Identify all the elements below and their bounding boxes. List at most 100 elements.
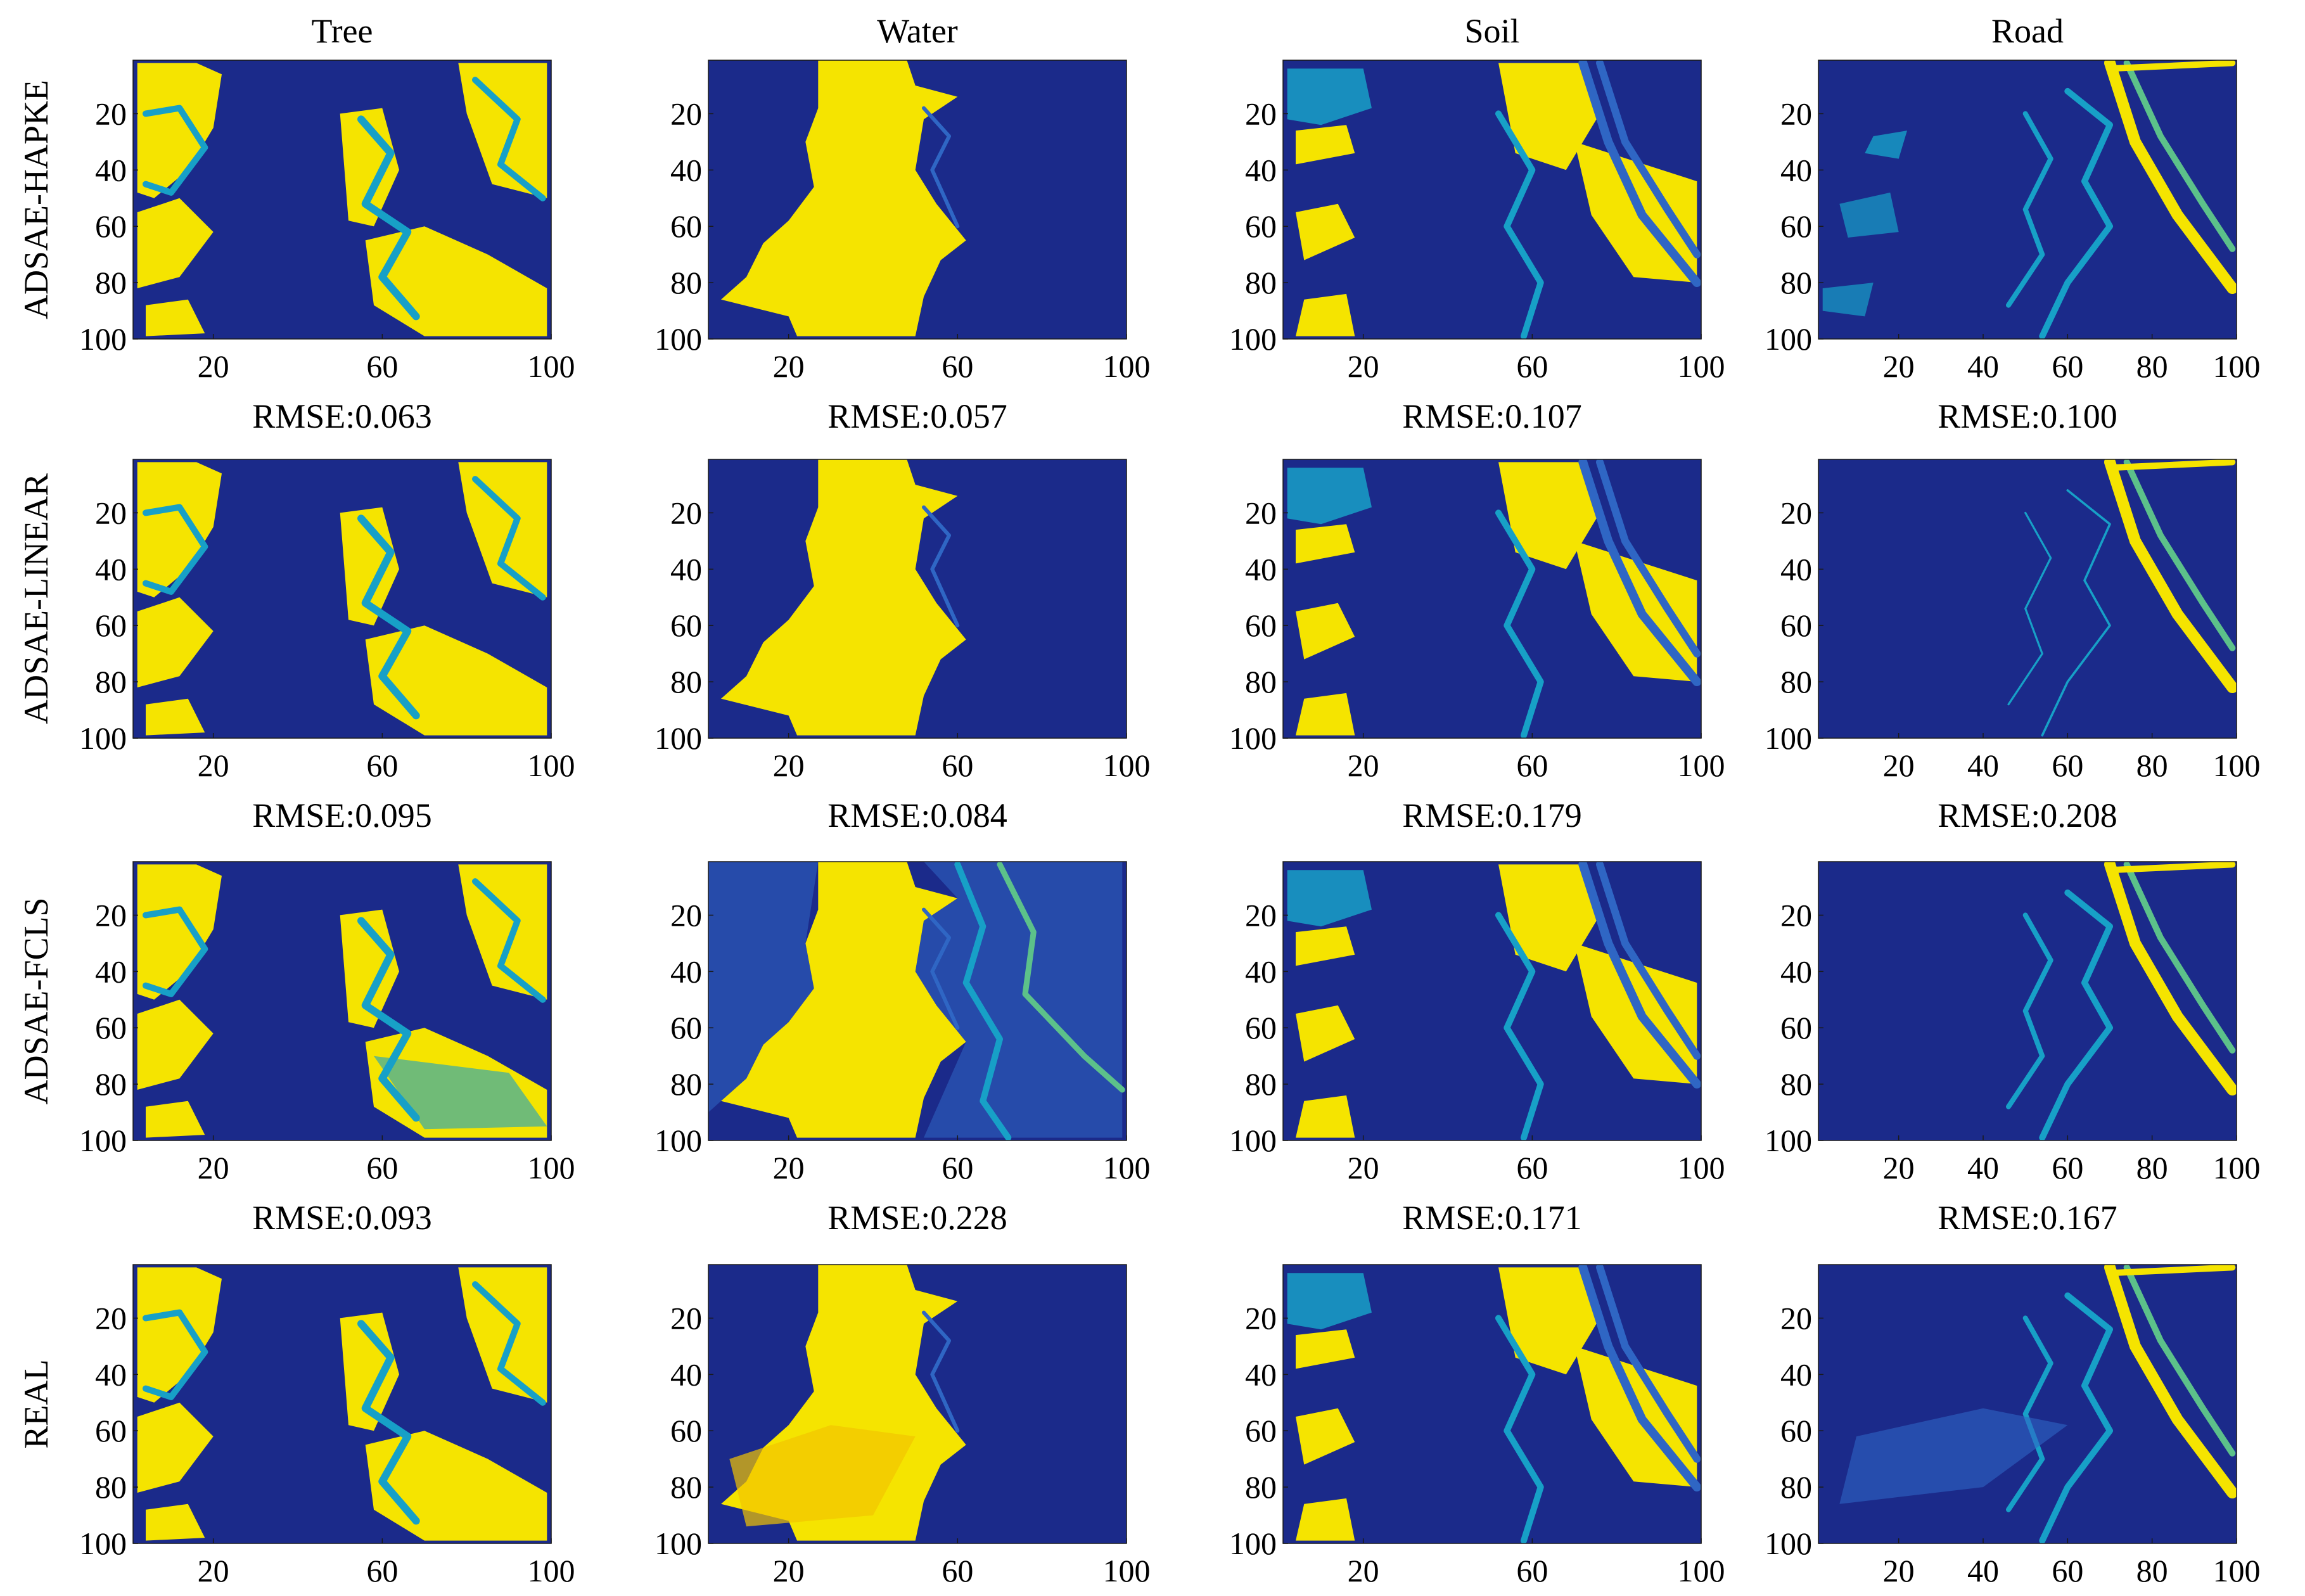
panel-adsae-hapke-water-frame [708, 60, 1127, 340]
panel-real-soil-road-2 [1596, 1265, 1701, 1463]
panel-real-road-track-2 [2006, 1315, 2053, 1512]
panel-adsae-hapke-road: Road 20 40 60 80 100 20 40 60 80 100 RMSE:0.100 [1765, 12, 2261, 435]
panel-adsae-fcls-water-xtick-label: 20 [773, 1150, 805, 1185]
panel-real-soil-frame [1282, 1264, 1702, 1544]
panel-real-water-ytick-label: 80 [670, 1469, 702, 1505]
panel-adsae-fcls-road-road-top [2107, 862, 2236, 874]
panel-adsae-linear-soil-river-edge [1495, 509, 1544, 738]
panel-adsae-linear-road-plot-area [1818, 459, 2237, 738]
panel-adsae-fcls-road-xtick-label: 80 [2136, 1150, 2168, 1185]
panel-adsae-fcls-road-plot-area [1818, 862, 2237, 1140]
panel-real-tree-region-left-lower [137, 1402, 214, 1493]
panel-adsae-fcls-tree-xtick-label: 100 [528, 1150, 575, 1185]
panel-adsae-fcls-road-road-main [2104, 862, 2237, 1095]
panel-adsae-fcls-water-fcls-river-2 [997, 862, 1125, 1093]
panel-adsae-hapke-tree-ytick-label: 100 [79, 321, 127, 357]
row-label-adsae-linear: ADSAE-LINEAR [17, 473, 55, 724]
panel-real-tree-frame [132, 1264, 552, 1544]
panel-adsae-linear-road-ytick-label: 20 [1780, 495, 1812, 530]
panel-real-tree-xtick-label: 100 [528, 1553, 575, 1588]
panel-adsae-hapke-soil-river-edge [1495, 110, 1544, 339]
panel-adsae-linear-road-road-secondary [2123, 459, 2236, 651]
panel-adsae-fcls-road-ytick-label: 20 [1780, 897, 1812, 933]
panel-adsae-hapke-road-xtick-label: 20 [1883, 348, 1915, 384]
panel-real-water-xtick-label: 100 [1103, 1553, 1151, 1588]
panel-real-soil-xtick-label: 20 [1348, 1553, 1379, 1588]
panel-adsae-hapke-road-track-2 [2006, 111, 2053, 308]
panel-real-tree-region-right-upper [458, 1267, 547, 1403]
panel-adsae-hapke-soil-title: Soil [1464, 12, 1519, 50]
panel-adsae-linear-road-ytick-label: 40 [1780, 551, 1812, 587]
panel-adsae-hapke-water-plot-area [708, 60, 1127, 339]
panel-real-soil-region-left-top [1287, 1273, 1372, 1330]
panel-adsae-hapke-tree-rmse-label: RMSE:0.063 [252, 397, 432, 435]
panel-adsae-fcls-soil-xtick-label: 100 [1678, 1150, 1725, 1185]
panel-adsae-fcls-road-ytick-label: 40 [1780, 954, 1812, 989]
panel-adsae-hapke-road-ytick-label: 20 [1780, 96, 1812, 131]
panel-adsae-fcls-tree-plot-area [133, 862, 551, 1140]
panel-adsae-linear-tree: 20 40 60 80 100 20 60 100 RMSE:0.095 [79, 459, 575, 834]
panel-adsae-fcls-tree-region-left-bottom [146, 1101, 205, 1138]
panel-adsae-linear-tree-rmse-label: RMSE:0.095 [252, 796, 432, 834]
panel-adsae-linear-tree-xtick-label: 100 [528, 748, 575, 783]
panel-adsae-hapke-road-blob-2 [1839, 192, 1899, 238]
panel-adsae-linear-tree-ytick-label: 20 [95, 495, 127, 530]
panel-adsae-fcls-tree-ytick-label: 60 [95, 1010, 127, 1045]
panel-real-water-ytick-label: 40 [670, 1357, 702, 1392]
panel-adsae-fcls-water-rmse-label: RMSE:0.228 [827, 1199, 1007, 1237]
panel-adsae-hapke-soil-xtick-label: 60 [1516, 348, 1548, 384]
panel-adsae-linear-tree-river-edge [357, 514, 420, 720]
panel-adsae-hapke-water-rmse-label: RMSE:0.057 [827, 397, 1007, 435]
panel-adsae-linear-road-road-top [2107, 459, 2236, 471]
panel-real-road-ytick-label: 40 [1780, 1357, 1812, 1392]
panel-real-soil-region-left-3 [1296, 1498, 1355, 1541]
panel-adsae-hapke-water-channel-edge [922, 106, 960, 229]
panel-adsae-linear-road-road-main [2104, 459, 2237, 693]
panel-real-road-real-diffuse [1839, 1408, 2068, 1504]
panel-adsae-linear-water-ytick-label: 60 [670, 608, 702, 643]
panel-adsae-hapke-water-ytick-label: 20 [670, 96, 702, 131]
panel-adsae-fcls-water-frame [708, 861, 1127, 1141]
panel-adsae-hapke-soil-region-left-3 [1296, 293, 1355, 336]
panel-adsae-linear-tree-ytick-label: 40 [95, 551, 127, 587]
panel-adsae-hapke-road-road-secondary [2123, 60, 2236, 252]
panel-real-water-real-shade [729, 1425, 916, 1527]
panel-adsae-hapke-tree-xtick-label: 60 [366, 348, 398, 384]
panel-real-tree-ytick-label: 20 [95, 1300, 127, 1336]
panel-adsae-linear-road-xtick-label: 100 [2213, 748, 2261, 783]
panel-adsae-hapke-tree-edge-left [143, 105, 208, 196]
panel-real-water-xtick-label: 20 [773, 1553, 805, 1588]
panel-adsae-hapke-water-ytick-label: 40 [670, 152, 702, 188]
panel-adsae-hapke-soil-region-left-top [1287, 68, 1372, 125]
panel-adsae-linear-tree-xtick-label: 20 [198, 748, 229, 783]
panel-adsae-fcls-water-fcls-bg-right [915, 862, 1123, 1138]
panel-adsae-fcls-soil-region-left-top [1287, 870, 1372, 927]
panel-adsae-linear-tree-region-mid-strip [340, 507, 399, 626]
panel-real-road-xtick-label: 80 [2136, 1553, 2168, 1588]
panel-adsae-fcls-road-ytick-label: 60 [1780, 1010, 1812, 1045]
panel-real-tree-region-left-bottom [146, 1503, 205, 1541]
panel-adsae-hapke-soil-ytick-label: 60 [1245, 208, 1277, 244]
panel-real-road-ytick-label: 80 [1780, 1469, 1812, 1505]
panel-adsae-fcls-water-plot-area [708, 862, 1127, 1140]
panel-adsae-linear-tree-region-left-upper [137, 462, 222, 597]
panel-real-tree-region-mid-strip [340, 1312, 399, 1431]
panel-adsae-hapke-tree-region-left-lower [137, 198, 214, 288]
panel-real-tree-plot-area [133, 1265, 551, 1543]
panel-real-road-road-top [2107, 1265, 2236, 1277]
panel-adsae-linear-water-plot-area [708, 459, 1127, 738]
panel-adsae-hapke-soil-ytick-label: 40 [1245, 152, 1277, 188]
panel-real-road-plot-area [1818, 1265, 2237, 1543]
panel-real-road-xtick-label: 40 [1967, 1553, 1999, 1588]
panel-adsae-hapke-soil-plot-area [1283, 60, 1701, 339]
panel-adsae-fcls-road-ytick-label: 80 [1780, 1066, 1812, 1102]
panel-adsae-linear-water-ytick-label: 80 [670, 664, 702, 699]
panel-real-road-frame [1818, 1264, 2237, 1544]
panel-adsae-hapke-water-water-body [721, 60, 966, 336]
panel-adsae-hapke-tree-region-left-upper [137, 63, 222, 198]
panel-adsae-hapke-soil-road-2 [1596, 60, 1701, 259]
panel-adsae-hapke-road-road-top [2107, 60, 2236, 72]
panel-adsae-linear-tree-frame [132, 459, 552, 739]
panel-adsae-hapke-soil-ytick-label: 100 [1229, 321, 1277, 357]
panel-real-road-xtick-label: 20 [1883, 1553, 1915, 1588]
